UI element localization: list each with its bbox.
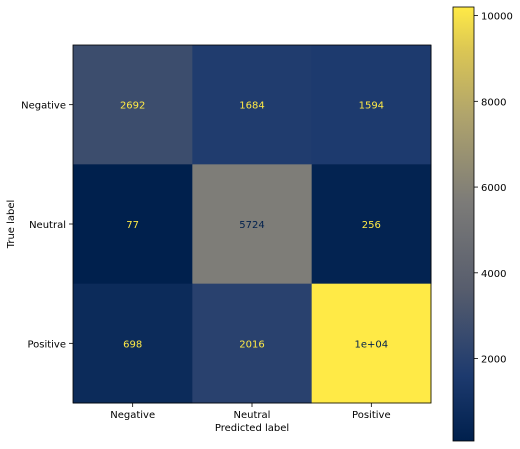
cell-value-label: 77 xyxy=(126,220,139,231)
x-axis-label: Predicted label xyxy=(215,423,289,434)
heatmap-cell xyxy=(311,45,432,165)
heatmap-cell xyxy=(192,45,313,165)
y-axis-label: True label xyxy=(6,200,17,250)
y-axis-ticks: Negative Neutral Positive xyxy=(21,101,73,350)
x-tick-label: Neutral xyxy=(234,410,271,421)
colorbar-tick-label: 6000 xyxy=(481,183,506,194)
heatmap-cell xyxy=(73,283,193,404)
cell-value-label: 1e+04 xyxy=(355,339,389,350)
heatmap-cell xyxy=(192,283,313,404)
y-tick-label: Neutral xyxy=(29,220,66,231)
y-tick-label: Negative xyxy=(21,101,66,112)
cell-value-label: 2016 xyxy=(239,339,264,350)
cell-value-label: 256 xyxy=(362,220,381,231)
heatmap-cell xyxy=(311,164,432,285)
cell-value-label: 2692 xyxy=(120,101,145,112)
x-tick-label: Positive xyxy=(352,410,391,421)
colorbar-tick-label: 8000 xyxy=(481,97,506,108)
colorbar-tick-label: 4000 xyxy=(481,269,506,280)
colorbar-tick-label: 2000 xyxy=(481,355,506,366)
cell-value-label: 1684 xyxy=(239,101,264,112)
heatmap-cell-labels: 2692 1684 1594 77 5724 256 698 2016 1e+04 xyxy=(120,101,388,351)
colorbar-ticks: 2000 4000 6000 8000 10000 xyxy=(474,12,513,366)
x-tick-label: Negative xyxy=(110,410,155,421)
heatmap-cell xyxy=(73,45,193,165)
heatmap-cells xyxy=(73,45,432,404)
cell-value-label: 1594 xyxy=(359,101,384,112)
cell-value-label: 5724 xyxy=(239,220,264,231)
cell-value-label: 698 xyxy=(123,339,142,350)
heatmap-cell xyxy=(192,164,313,285)
colorbar-tick-label: 10000 xyxy=(481,12,513,23)
y-tick-label: Positive xyxy=(27,339,66,350)
colorbar xyxy=(452,6,475,442)
x-axis-ticks: Negative Neutral Positive xyxy=(110,403,391,421)
heatmap-cell xyxy=(73,164,193,285)
heatmap-cell xyxy=(311,283,432,404)
